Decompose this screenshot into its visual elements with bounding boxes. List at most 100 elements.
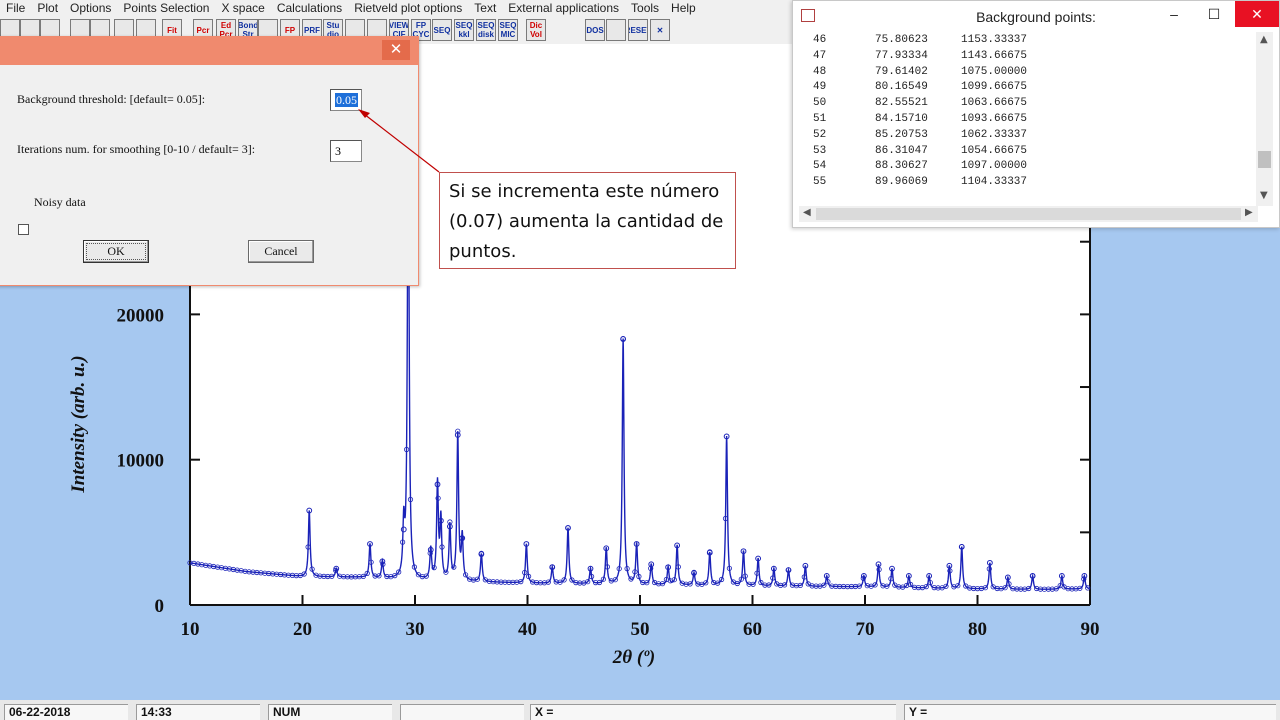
minimize-icon[interactable]: –	[1170, 6, 1178, 22]
maximize-icon[interactable]: ☐	[1207, 6, 1221, 22]
data-point	[557, 579, 563, 585]
bg-point-idx: 53	[813, 144, 827, 157]
menu-item[interactable]: Rietveld plot options	[354, 1, 463, 15]
cancel-button[interactable]: Cancel	[248, 240, 314, 263]
data-point	[396, 569, 402, 575]
noisy-data-checkbox[interactable]	[18, 224, 29, 235]
bg-point-x: 85.20753	[875, 128, 928, 141]
menu-item[interactable]: X space	[221, 1, 265, 15]
data-point	[833, 583, 839, 590]
data-point	[431, 564, 437, 571]
peak-point	[986, 559, 993, 566]
data-point	[604, 564, 611, 570]
list-item[interactable]: 48 79.61402 1075.00000	[799, 64, 1261, 80]
reset-button[interactable]: RESET	[628, 19, 648, 41]
scroll-left-icon[interactable]: ◀	[803, 207, 811, 218]
data-point	[872, 582, 878, 588]
menu-item[interactable]: Options	[70, 1, 112, 15]
dos-button[interactable]: DOS	[585, 19, 605, 41]
seq-disk-button[interactable]: SEQ disk	[476, 19, 496, 41]
list-item[interactable]: 46 75.80623 1153.33337	[799, 32, 1261, 48]
data-point	[553, 579, 559, 585]
seq-button[interactable]: SEQ	[432, 19, 452, 41]
menu-item[interactable]: Text	[474, 1, 497, 15]
peak-point	[691, 570, 697, 576]
data-point	[1053, 586, 1059, 592]
list-item[interactable]: 51 84.15710 1093.66675	[799, 111, 1261, 127]
background-points-list[interactable]: 46 75.80623 1153.33337 47 77.93334 1143.66675…	[799, 32, 1261, 204]
bg-window-title: Background points:	[976, 9, 1096, 25]
close-tool-icon[interactable]: ✕	[650, 19, 670, 41]
x-tick-label: 30	[406, 619, 425, 640]
peak-point	[823, 573, 830, 579]
peak-point	[454, 432, 461, 438]
list-item[interactable]: 47 77.93334 1143.66675	[799, 48, 1261, 64]
vertical-scroll-thumb[interactable]	[1258, 151, 1271, 168]
x-tick-label: 90	[1081, 619, 1100, 640]
threshold-input[interactable]: 0.05	[330, 89, 362, 111]
data-point	[754, 570, 760, 576]
peak-point	[946, 562, 953, 569]
scroll-down-icon[interactable]: ▼	[1260, 190, 1268, 201]
list-item[interactable]: 49 80.16549 1099.66675	[799, 79, 1261, 95]
data-point	[309, 566, 315, 572]
data-point	[510, 579, 516, 585]
data-point	[380, 561, 386, 567]
ok-button[interactable]: OK	[83, 240, 149, 263]
horizontal-scroll-thumb[interactable]	[816, 208, 1241, 220]
peak-point	[755, 555, 762, 562]
menu-item[interactable]: File	[6, 1, 26, 15]
menu-item[interactable]: Points Selection	[123, 1, 210, 15]
status-y: Y =	[904, 704, 1276, 720]
dialog-close-button[interactable]: ✕	[382, 40, 410, 60]
data-point	[628, 576, 634, 582]
data-point	[1037, 586, 1044, 592]
data-point	[399, 539, 406, 545]
seq-kkl-button[interactable]: SEQ kkl	[454, 19, 474, 41]
peak-point	[306, 507, 313, 514]
peak-point	[549, 564, 556, 571]
scroll-up-icon[interactable]: ▲	[1260, 34, 1268, 45]
peak-point	[723, 433, 730, 440]
menu-item[interactable]: External applications	[508, 1, 620, 15]
list-item[interactable]: 54 88.30627 1097.00000	[799, 158, 1261, 174]
dicvol-button[interactable]: Dic Vol	[526, 19, 546, 41]
list-item[interactable]: 50 82.55521 1063.66675	[799, 95, 1261, 111]
menu-item[interactable]: Tools	[631, 1, 660, 15]
y-axis-label: Intensity (arb. u.)	[68, 355, 89, 493]
seq-mic-button[interactable]: SEQ MIC	[498, 19, 518, 41]
data-point	[671, 577, 677, 583]
data-point	[427, 550, 433, 556]
image-icon[interactable]	[606, 19, 626, 41]
status-time: 14:33	[136, 704, 260, 720]
close-icon[interactable]: ✕	[1235, 1, 1279, 27]
dialog-titlebar[interactable]: ✕	[0, 37, 418, 65]
edpcr-button[interactable]: Ed Pcr	[216, 19, 236, 41]
noisy-data-label: Noisy data	[34, 195, 86, 209]
menu-item[interactable]: Plot	[37, 1, 59, 15]
list-item[interactable]: 53 86.31047 1054.66675	[799, 143, 1261, 159]
list-item[interactable]: 55 89.96069 1104.33337	[799, 174, 1261, 190]
data-point	[537, 580, 544, 586]
horizontal-scrollbar[interactable]: ◀ ▶	[799, 206, 1258, 222]
menu-item[interactable]: Calculations	[276, 1, 343, 15]
bg-window-titlebar[interactable]: Background points: – ☐ ✕	[793, 1, 1279, 32]
scroll-right-icon[interactable]: ▶	[1245, 207, 1253, 218]
fpcyc-button[interactable]: FP CYC	[411, 19, 431, 41]
menu-item[interactable]: Help	[671, 1, 696, 15]
app-icon	[801, 9, 815, 22]
data-point	[411, 564, 417, 570]
iterations-input[interactable]: 3	[330, 140, 362, 162]
data-point	[659, 581, 666, 587]
data-point	[911, 584, 918, 590]
data-point	[372, 573, 378, 579]
vertical-scrollbar[interactable]: ▲ ▼	[1256, 32, 1273, 206]
data-point	[281, 572, 288, 578]
peak-point	[1029, 573, 1036, 579]
data-point	[738, 576, 744, 582]
data-point	[525, 573, 532, 580]
data-point	[931, 584, 937, 591]
data-point	[1069, 586, 1075, 592]
x-tick-label: 70	[856, 619, 875, 640]
list-item[interactable]: 52 85.20753 1062.33337	[799, 127, 1261, 143]
